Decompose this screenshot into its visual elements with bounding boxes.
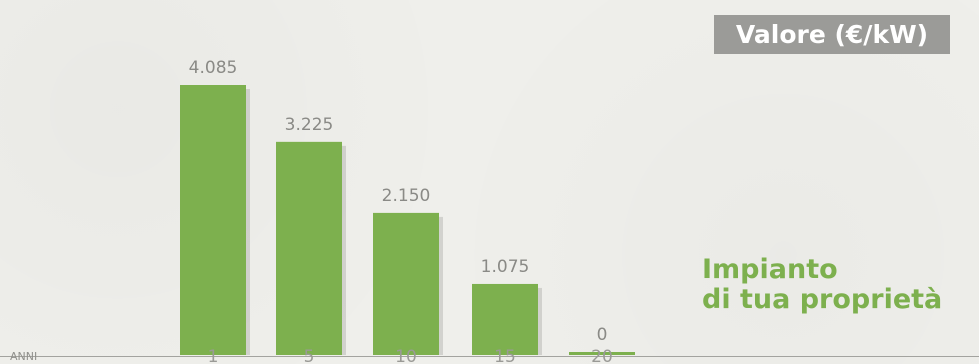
x-tick-label-15: 15	[494, 347, 516, 364]
bar-value-label-15: 1.075	[481, 257, 530, 277]
bar-10	[373, 212, 439, 355]
bar-5	[276, 141, 342, 355]
bars-group	[180, 85, 635, 355]
bar-value-label-20: 0	[597, 325, 608, 345]
bar-20	[569, 352, 635, 355]
bar-1	[180, 85, 246, 355]
x-tick-label-20: 20	[591, 347, 613, 364]
chart-title: Valore (€/kW)	[736, 20, 928, 49]
x-tick-label-10: 10	[395, 347, 417, 364]
bar-value-label-1: 4.085	[189, 58, 238, 78]
unit-badge	[714, 15, 950, 54]
value-labels-group: 4.085 3.225 2.150 1.075 0	[189, 58, 608, 345]
annotation-line-2: di tua proprietà	[702, 284, 942, 315]
bar-value-label-10: 2.150	[382, 186, 431, 206]
bar-15	[472, 283, 538, 355]
tick-labels-group: 1 5 10 15 20	[208, 347, 613, 364]
bar-value-label-5: 3.225	[285, 115, 334, 135]
x-tick-label-5: 5	[304, 347, 315, 364]
annotation-line-1: Impianto	[702, 254, 838, 285]
x-tick-label-1: 1	[208, 347, 219, 364]
x-axis-title: ANNI	[10, 350, 37, 363]
